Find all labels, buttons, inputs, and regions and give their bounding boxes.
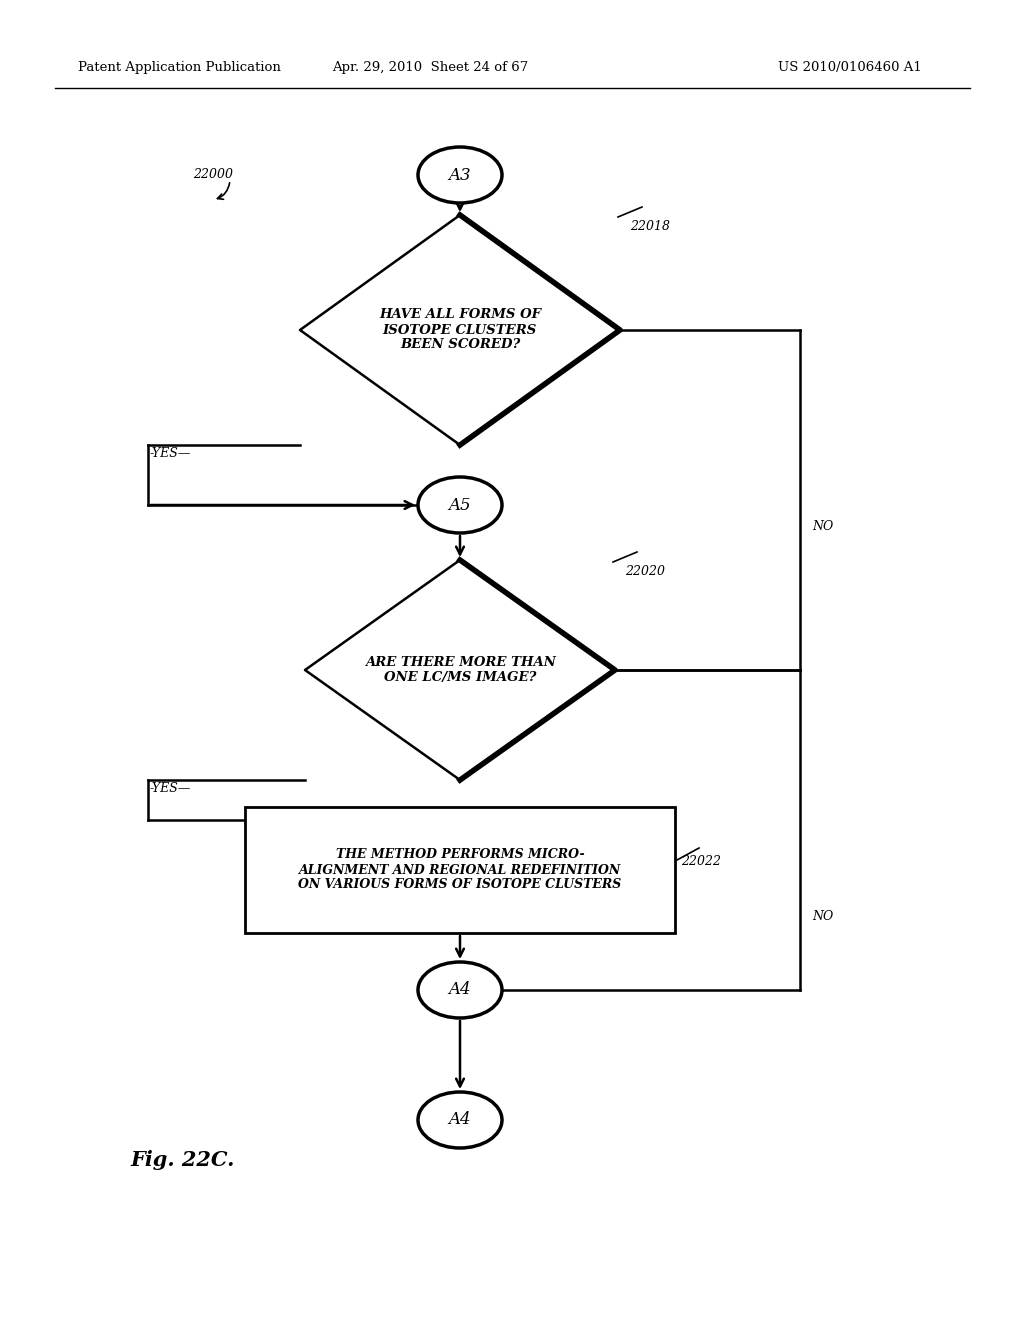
Text: 22020: 22020 bbox=[625, 565, 665, 578]
Text: THE METHOD PERFORMS MICRO-
ALIGNMENT AND REGIONAL REDEFINITION
ON VARIOUS FORMS : THE METHOD PERFORMS MICRO- ALIGNMENT AND… bbox=[298, 849, 622, 891]
Text: -YES—: -YES— bbox=[150, 447, 191, 459]
Ellipse shape bbox=[418, 962, 502, 1018]
Text: -YES—: -YES— bbox=[150, 781, 191, 795]
Text: 22018: 22018 bbox=[630, 220, 670, 234]
Text: NO: NO bbox=[812, 520, 834, 533]
Text: HAVE ALL FORMS OF
ISOTOPE CLUSTERS
BEEN SCORED?: HAVE ALL FORMS OF ISOTOPE CLUSTERS BEEN … bbox=[379, 309, 541, 351]
Text: A4: A4 bbox=[449, 982, 471, 998]
Text: US 2010/0106460 A1: US 2010/0106460 A1 bbox=[778, 62, 922, 74]
Ellipse shape bbox=[418, 147, 502, 203]
Text: Apr. 29, 2010  Sheet 24 of 67: Apr. 29, 2010 Sheet 24 of 67 bbox=[332, 62, 528, 74]
Bar bbox=[245, 807, 675, 933]
Ellipse shape bbox=[418, 477, 502, 533]
Text: 22022: 22022 bbox=[681, 855, 721, 869]
Text: Fig. 22C.: Fig. 22C. bbox=[130, 1150, 234, 1170]
Text: NO: NO bbox=[812, 909, 834, 923]
Text: A5: A5 bbox=[449, 496, 471, 513]
Text: A3: A3 bbox=[449, 166, 471, 183]
Text: 22000: 22000 bbox=[193, 168, 233, 181]
Text: ARE THERE MORE THAN
ONE LC/MS IMAGE?: ARE THERE MORE THAN ONE LC/MS IMAGE? bbox=[365, 656, 555, 684]
Ellipse shape bbox=[418, 1092, 502, 1148]
Text: Patent Application Publication: Patent Application Publication bbox=[78, 62, 281, 74]
Text: A4: A4 bbox=[449, 1111, 471, 1129]
